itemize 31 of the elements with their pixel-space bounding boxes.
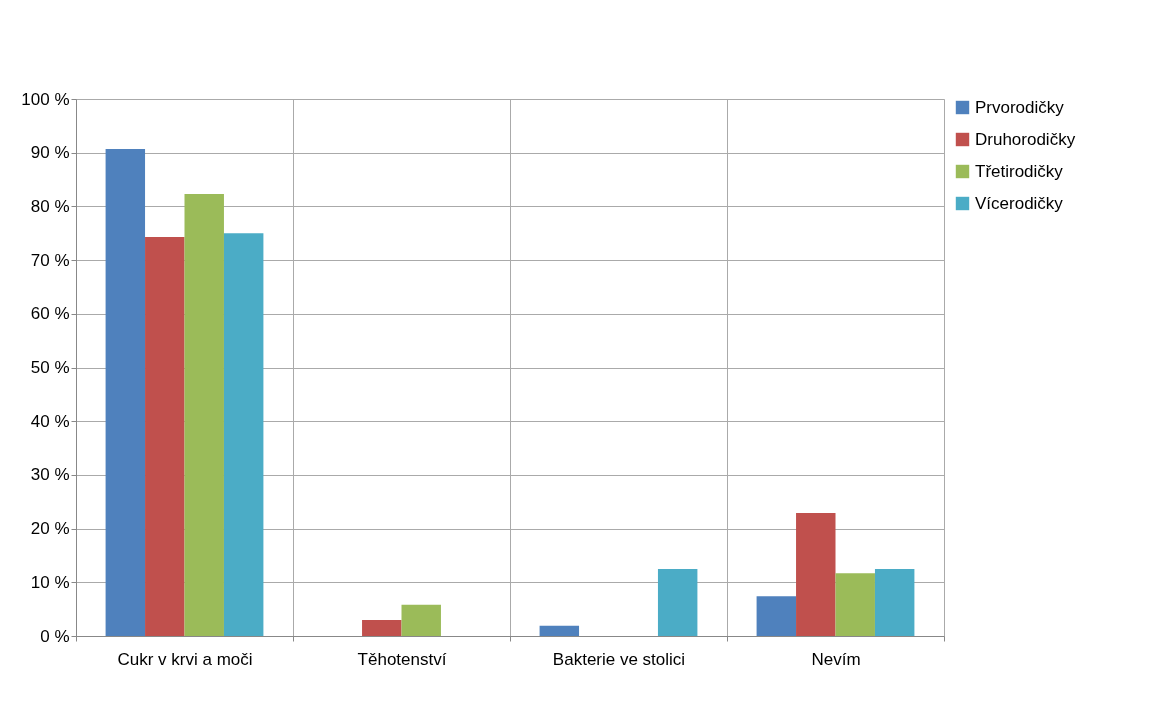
legend-label: Prvorodičky bbox=[975, 97, 1065, 117]
y-tick-label: 100 % bbox=[21, 89, 70, 109]
y-tick-label: 90 % bbox=[30, 143, 70, 163]
bar bbox=[756, 596, 797, 636]
bar bbox=[874, 568, 915, 636]
y-tick-label: 20 % bbox=[30, 519, 70, 539]
bar bbox=[401, 604, 441, 636]
bar bbox=[796, 513, 836, 636]
legend-label: Druhorodičky bbox=[975, 129, 1076, 149]
y-tick-label: 70 % bbox=[30, 250, 70, 270]
y-tick-label: 40 % bbox=[30, 411, 70, 431]
bar bbox=[184, 194, 224, 636]
bar bbox=[145, 237, 185, 636]
y-tick-label: 80 % bbox=[30, 196, 70, 216]
x-tick-label: Nevím bbox=[811, 649, 861, 669]
bar bbox=[539, 625, 580, 636]
bar bbox=[657, 568, 698, 636]
x-tick-label: Bakterie ve stolici bbox=[552, 649, 686, 669]
y-tick-label: 60 % bbox=[30, 304, 70, 324]
bar bbox=[835, 573, 875, 636]
x-tick-label: Těhotenství bbox=[357, 649, 447, 669]
bar bbox=[362, 619, 402, 636]
y-tick-label: 10 % bbox=[30, 572, 70, 592]
y-tick-label: 30 % bbox=[30, 465, 70, 485]
y-tick-label: 50 % bbox=[30, 358, 70, 377]
legend-label: Vícerodičky bbox=[975, 193, 1064, 213]
bar bbox=[223, 233, 264, 636]
bar bbox=[105, 148, 146, 636]
y-tick-label: 0 % bbox=[40, 626, 70, 646]
legend-label: Třetirodičky bbox=[975, 161, 1064, 181]
x-tick-label: Cukr v krvi a moči bbox=[117, 649, 253, 669]
